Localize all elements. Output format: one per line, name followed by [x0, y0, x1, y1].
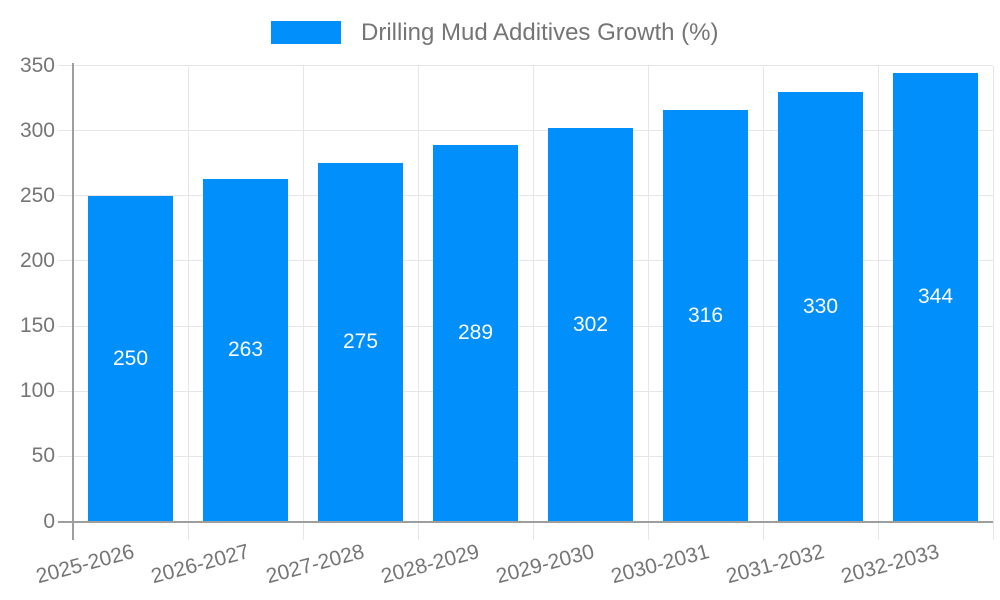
bar[interactable] [88, 195, 173, 522]
x-gridline [647, 65, 649, 540]
x-gridline [992, 65, 994, 540]
bar[interactable] [663, 109, 748, 522]
y-axis-tick-label: 0 [43, 509, 55, 533]
bar-value-label: 344 [917, 285, 954, 309]
y-axis-tick-label: 50 [31, 444, 55, 468]
legend-item[interactable]: Drilling Mud Additives Growth (%) [271, 20, 718, 45]
x-gridline [532, 65, 534, 540]
y-gridline [58, 390, 993, 392]
y-axis-tick-label: 200 [19, 248, 55, 272]
bar[interactable] [318, 163, 403, 522]
bar[interactable] [893, 73, 978, 522]
bar[interactable] [548, 128, 633, 522]
x-axis-baseline [58, 520, 993, 523]
bar[interactable] [433, 144, 518, 522]
bar[interactable] [203, 178, 288, 522]
y-axis-tick-label: 300 [19, 118, 55, 142]
bar-value-label: 275 [342, 330, 379, 354]
bar-value-label: 302 [572, 312, 609, 336]
y-gridline [58, 130, 993, 132]
x-gridline [187, 65, 189, 540]
y-gridline [58, 455, 993, 457]
x-gridline [302, 65, 304, 540]
x-gridline [877, 65, 879, 540]
bar-value-label: 289 [457, 321, 494, 345]
y-gridline [58, 325, 993, 327]
legend-swatch [271, 21, 341, 44]
y-axis-tick-label: 250 [19, 183, 55, 207]
y-axis-line [71, 62, 74, 540]
bar-value-label: 330 [802, 294, 839, 318]
x-gridline [762, 65, 764, 540]
y-axis-tick-label: 150 [19, 314, 55, 338]
bar-value-label: 316 [687, 303, 724, 327]
y-gridline [58, 65, 993, 66]
bar-value-label: 250 [112, 346, 149, 370]
y-axis-tick-label: 100 [19, 379, 55, 403]
y-axis-tick-label: 350 [19, 53, 55, 77]
legend-label: Drilling Mud Additives Growth (%) [361, 19, 719, 46]
bar[interactable] [778, 91, 863, 522]
x-gridline [417, 65, 419, 540]
y-gridline [58, 260, 993, 262]
y-gridline [58, 195, 993, 197]
bar-value-label: 263 [227, 338, 264, 362]
